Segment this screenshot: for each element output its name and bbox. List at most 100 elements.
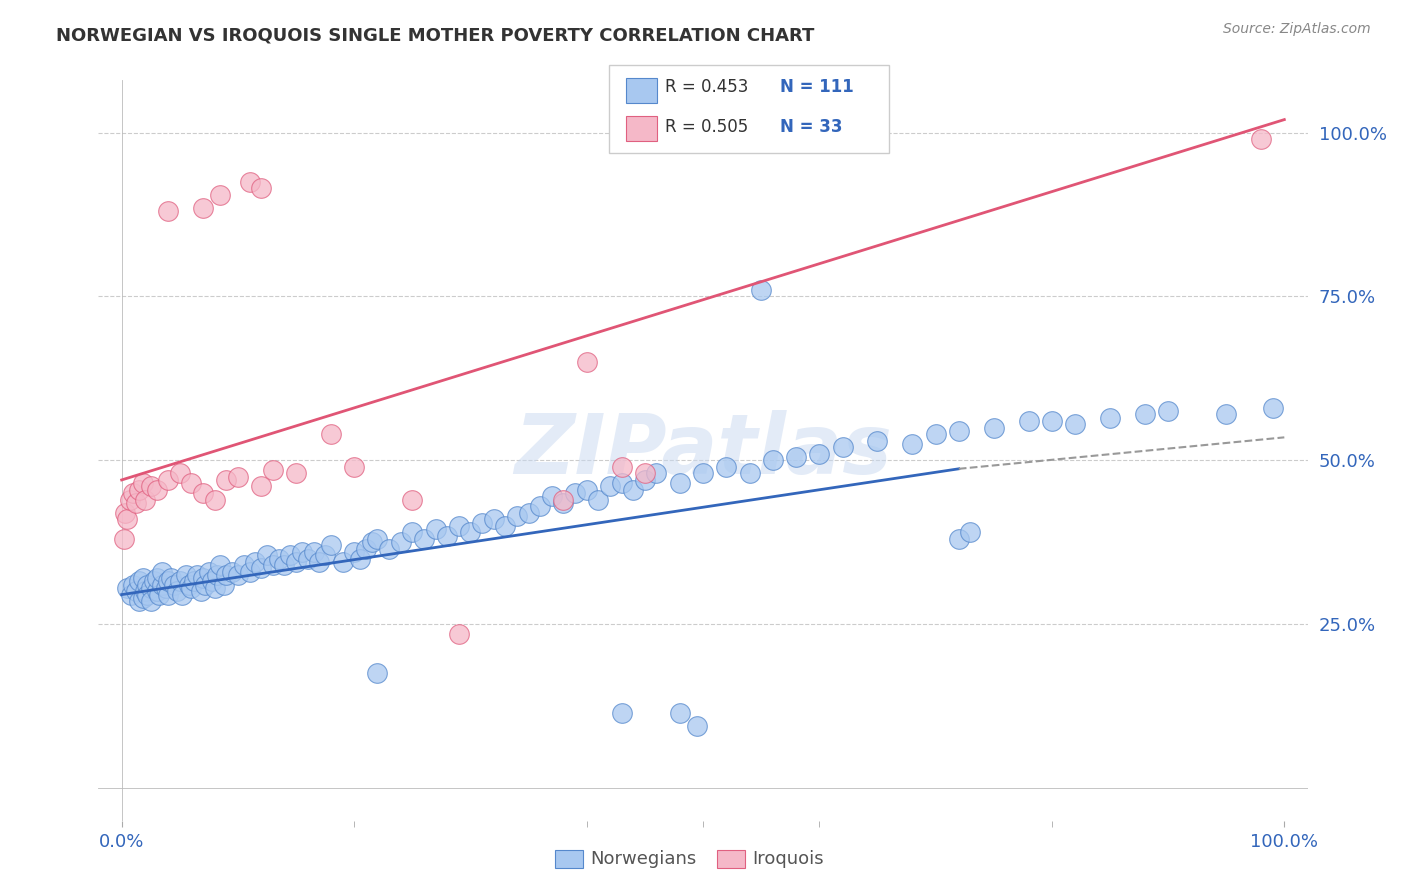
Point [273, 558, 295, 573]
Point [343, 459, 366, 474]
Point [314, 549, 336, 563]
Point [226, 568, 249, 582]
Point [221, 565, 243, 579]
Point [634, 473, 657, 487]
Point [131, 591, 153, 605]
Point [128, 483, 150, 497]
Point [139, 594, 162, 608]
Point [668, 476, 690, 491]
Point [183, 574, 205, 589]
Point [494, 518, 516, 533]
Point [201, 574, 224, 589]
Point [209, 188, 232, 202]
Point [239, 565, 262, 579]
Point [209, 558, 232, 573]
Point [278, 549, 301, 563]
Point [634, 467, 657, 481]
Point [668, 706, 690, 720]
Point [808, 447, 831, 461]
Text: Norwegians: Norwegians [591, 850, 697, 868]
Point [124, 496, 146, 510]
Point [319, 539, 342, 553]
Point [686, 718, 709, 732]
Point [610, 706, 633, 720]
Point [212, 578, 235, 592]
Text: NORWEGIAN VS IROQUOIS SINGLE MOTHER POVERTY CORRELATION CHART: NORWEGIAN VS IROQUOIS SINGLE MOTHER POVE… [56, 27, 814, 45]
Point [343, 545, 366, 559]
Point [194, 578, 217, 592]
Point [150, 578, 173, 592]
Point [145, 584, 167, 599]
Text: Source: ZipAtlas.com: Source: ZipAtlas.com [1223, 22, 1371, 37]
Point [180, 581, 202, 595]
Text: N = 111: N = 111 [780, 78, 853, 96]
Point [517, 506, 540, 520]
Point [285, 555, 308, 569]
Point [738, 467, 761, 481]
Point [204, 492, 226, 507]
Point [610, 459, 633, 474]
Point [1018, 414, 1040, 428]
Point [482, 512, 505, 526]
Point [267, 551, 290, 566]
Point [136, 588, 159, 602]
Point [389, 535, 412, 549]
Point [198, 565, 221, 579]
Point [901, 437, 924, 451]
Point [169, 574, 191, 589]
Point [831, 440, 853, 454]
Point [1250, 132, 1272, 146]
Point [134, 492, 156, 507]
Point [122, 486, 145, 500]
Point [145, 571, 167, 585]
Point [948, 424, 970, 438]
Text: Iroquois: Iroquois [752, 850, 824, 868]
Point [157, 204, 180, 219]
Point [716, 459, 738, 474]
Point [762, 453, 785, 467]
Point [401, 525, 423, 540]
Point [302, 545, 325, 559]
Point [166, 584, 188, 599]
Point [1098, 410, 1121, 425]
Point [366, 666, 388, 681]
Point [692, 467, 714, 481]
Point [159, 571, 181, 585]
Point [866, 434, 889, 448]
Point [179, 578, 201, 592]
Point [250, 561, 273, 575]
Point [599, 479, 621, 493]
Point [332, 555, 354, 569]
Point [122, 578, 145, 592]
Point [157, 574, 180, 589]
Point [291, 545, 314, 559]
Point [191, 571, 214, 585]
Point [191, 201, 214, 215]
Point [749, 283, 772, 297]
Point [319, 427, 342, 442]
Point [134, 584, 156, 599]
Point [564, 486, 586, 500]
Point [180, 476, 202, 491]
Point [378, 541, 401, 556]
Point [436, 528, 458, 542]
Point [1133, 408, 1156, 422]
Point [139, 581, 162, 595]
Point [174, 568, 197, 582]
Point [117, 512, 139, 526]
Point [262, 558, 284, 573]
Point [239, 175, 262, 189]
Point [245, 555, 267, 569]
Point [610, 476, 633, 491]
Point [232, 558, 254, 573]
Point [163, 578, 186, 592]
Point [131, 571, 153, 585]
Point [447, 518, 470, 533]
Point [112, 532, 135, 546]
Point [621, 483, 644, 497]
Point [588, 492, 610, 507]
Point [139, 479, 162, 493]
Point [145, 483, 167, 497]
Point [413, 532, 436, 546]
Point [785, 450, 807, 464]
